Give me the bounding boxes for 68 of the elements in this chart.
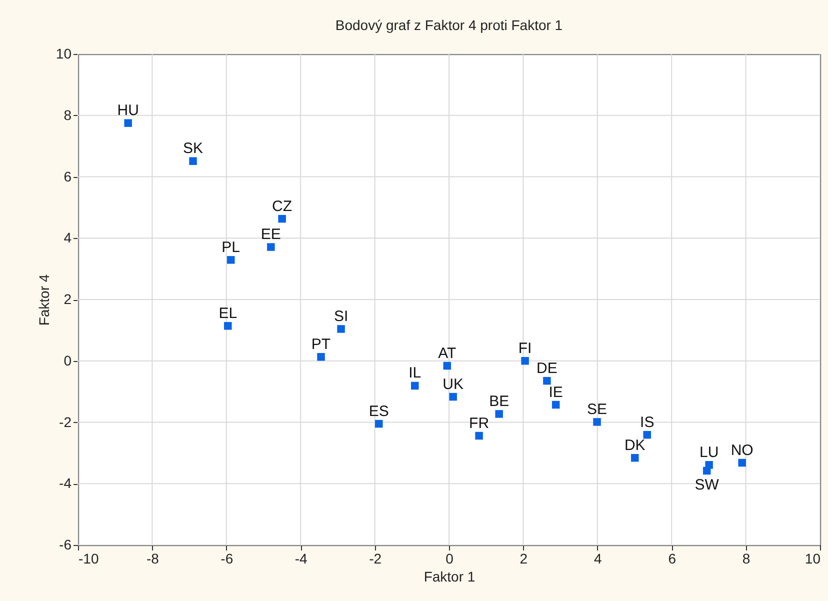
annotation: FR (469, 414, 490, 432)
point (224, 322, 232, 330)
x-tick-label: 10 (804, 550, 821, 566)
x-tick-label: 6 (668, 550, 676, 566)
point (521, 357, 529, 365)
point (189, 157, 197, 165)
y-tick-label: 6 (64, 168, 72, 184)
x-axis-title: Faktor 1 (424, 568, 476, 584)
point (449, 392, 457, 401)
annotation: LU (699, 444, 719, 461)
point (552, 400, 560, 409)
annotation: PL (222, 238, 240, 256)
annotation: DK (624, 436, 646, 454)
annotation: SK (183, 140, 204, 158)
annotation: DE (536, 360, 558, 377)
point (475, 432, 483, 440)
annotation: IE (548, 384, 563, 401)
x-tick-label: 2 (520, 550, 528, 566)
chart-title: Bodový graf z Faktor 4 proti Faktor 1 (335, 17, 563, 33)
annotation: BE (489, 392, 510, 410)
annotation: EL (218, 304, 238, 322)
point (593, 418, 601, 426)
point (643, 430, 651, 439)
x-tick-label: 8 (742, 550, 750, 566)
point (631, 454, 639, 462)
point (410, 382, 419, 390)
annotation: UK (442, 376, 464, 393)
point (278, 214, 286, 223)
point (337, 325, 345, 333)
y-tick-label: 10 (56, 46, 72, 62)
point (543, 376, 551, 385)
annotation: SE (587, 400, 608, 418)
annotation: IL (408, 364, 422, 382)
point (226, 256, 235, 264)
annotation: NO (730, 442, 754, 459)
annotation: SW (694, 476, 720, 494)
point (124, 119, 132, 127)
x-tick-label: -6 (220, 550, 234, 566)
y-tick-label: -4 (59, 475, 72, 492)
x-tick-label: -10 (78, 550, 99, 566)
point (375, 420, 383, 428)
point (702, 466, 711, 475)
point (495, 410, 503, 418)
x-tick-label: -4 (294, 550, 308, 566)
y-tick-label: 8 (64, 106, 72, 123)
annotation: PT (311, 336, 331, 353)
x-tick-label: 0 (446, 550, 454, 566)
annotation: ES (368, 402, 389, 420)
y-tick-label: -6 (59, 536, 72, 552)
point (443, 362, 452, 370)
point (738, 458, 746, 467)
annotation: CZ (272, 198, 292, 215)
y-axis-title: Faktor 4 (36, 274, 52, 326)
y-tick-label: 2 (64, 291, 72, 307)
point (267, 243, 275, 251)
annotation: HU (117, 102, 139, 120)
annotation: EE (260, 226, 281, 244)
point (317, 353, 325, 361)
annotation: SI (334, 308, 348, 325)
x-tick-label: 4 (594, 550, 602, 566)
x-tick-label: -2 (369, 550, 382, 566)
y-tick-label: 4 (64, 230, 72, 246)
x-tick-label: -8 (146, 550, 160, 566)
annotation: IS (640, 414, 654, 431)
annotation: FI (518, 340, 532, 357)
y-tick-label: 0 (64, 352, 72, 368)
annotation: AT (438, 344, 456, 362)
y-tick-label: -2 (59, 414, 72, 430)
